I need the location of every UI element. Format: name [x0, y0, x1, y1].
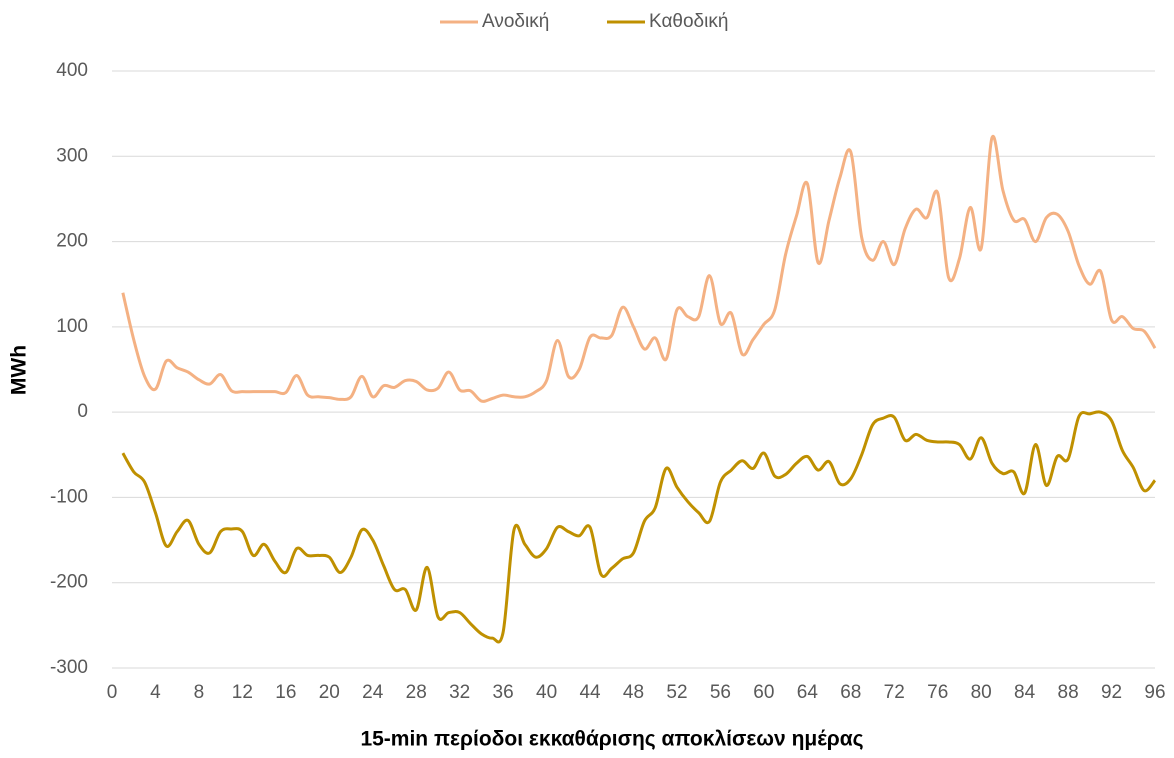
x-tick-label: 84: [1014, 682, 1036, 703]
x-tick-label: 60: [753, 682, 774, 703]
line-series: [121, 410, 1157, 644]
x-tick-label: 48: [623, 682, 644, 703]
y-tick-label: 300: [56, 145, 88, 166]
legend-label: Καθοδική: [649, 11, 728, 32]
x-tick-label: 32: [449, 682, 470, 703]
legend-label: Ανοδική: [482, 11, 549, 32]
y-tick-label: 0: [77, 401, 88, 422]
x-tick-label: 20: [319, 682, 340, 703]
x-axis-title: 15-min περίοδοι εκκαθάρισης αποκλίσεων η…: [360, 728, 863, 751]
y-tick-label: 400: [56, 60, 88, 81]
y-tick-label: -200: [50, 572, 88, 593]
x-tick-label: 16: [275, 682, 296, 703]
y-tick-label: 200: [56, 231, 88, 252]
x-tick-label: 68: [840, 682, 861, 703]
x-tick-label: 80: [971, 682, 992, 703]
x-tick-label: 72: [884, 682, 905, 703]
x-tick-label: 0: [107, 682, 118, 703]
x-tick-label: 36: [493, 682, 514, 703]
y-tick-label: 100: [56, 316, 88, 337]
x-tick-label: 76: [927, 682, 948, 703]
x-tick-label: 44: [579, 682, 601, 703]
y-tick-label: -100: [50, 486, 88, 507]
x-tick-label: 4: [150, 682, 161, 703]
x-tick-label: 52: [666, 682, 687, 703]
x-tick-label: 56: [710, 682, 731, 703]
x-tick-label: 8: [194, 682, 205, 703]
x-tick-label: 24: [362, 682, 384, 703]
y-axis-title: MWh: [8, 345, 31, 395]
y-tick-label: -300: [50, 657, 88, 678]
x-tick-label: 12: [232, 682, 253, 703]
line-series: [121, 134, 1157, 403]
x-tick-label: 88: [1058, 682, 1079, 703]
x-tick-label: 92: [1101, 682, 1122, 703]
x-tick-label: 40: [536, 682, 557, 703]
x-tick-label: 28: [406, 682, 427, 703]
x-tick-label: 96: [1144, 682, 1165, 703]
x-tick-label: 64: [797, 682, 819, 703]
